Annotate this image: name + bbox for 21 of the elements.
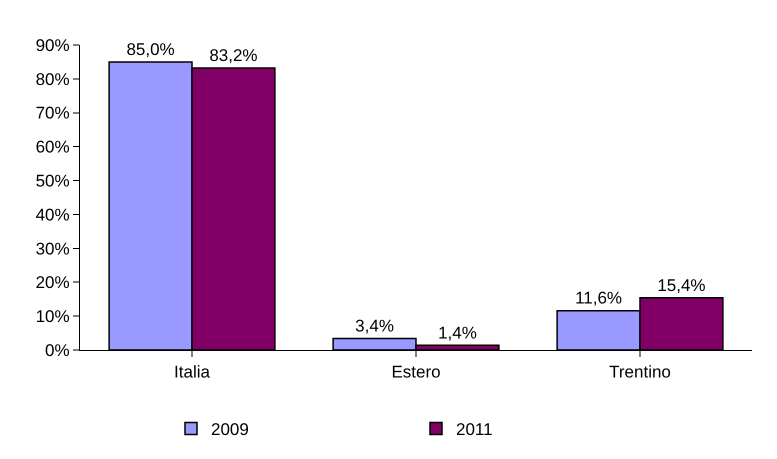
data-label: 15,4% bbox=[657, 276, 706, 295]
x-tick-label: Italia bbox=[174, 362, 210, 382]
x-tick-label: Trentino bbox=[609, 362, 671, 382]
y-tick-label: 0% bbox=[45, 340, 70, 360]
data-label: 85,0% bbox=[126, 40, 175, 59]
y-tick-label: 90% bbox=[36, 36, 70, 55]
y-tick-label: 50% bbox=[36, 172, 70, 191]
legend-label: 2009 bbox=[211, 420, 249, 440]
data-label: 1,4% bbox=[438, 323, 477, 342]
y-tick-label: 80% bbox=[36, 70, 70, 89]
y-tick-label: 60% bbox=[36, 138, 70, 157]
y-tick-label: 40% bbox=[36, 205, 70, 224]
y-tick-label: 20% bbox=[36, 273, 70, 292]
x-tick-label: Estero bbox=[391, 362, 441, 382]
y-tick-label: 30% bbox=[36, 239, 70, 258]
data-label: 83,2% bbox=[209, 46, 258, 66]
data-label: 3,4% bbox=[355, 316, 394, 336]
y-tick-label: 10% bbox=[36, 307, 70, 326]
legend-label: 2011 bbox=[456, 420, 493, 440]
y-tick-label: 70% bbox=[36, 104, 70, 123]
data-label: 11,6% bbox=[575, 288, 622, 308]
